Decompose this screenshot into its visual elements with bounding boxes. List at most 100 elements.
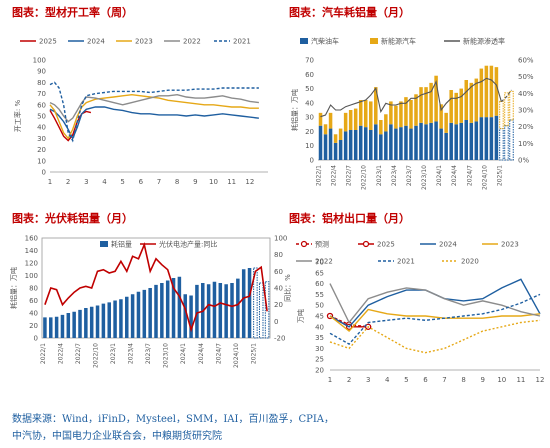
c2-x-tick: 2023/10 <box>421 165 428 190</box>
c3-x-tick: 2023/1 <box>110 343 117 364</box>
c4-y-tick: 35 <box>315 334 324 342</box>
c3-bar-耗铝量 <box>177 276 182 338</box>
c2-bar-新能源汽车 <box>363 100 368 128</box>
c3-y-tick: 160 <box>25 235 38 243</box>
c2-bar-新能源汽车 <box>343 112 348 132</box>
c3-bar-耗铝量 <box>236 278 240 338</box>
chart-title-auto-aluminum: 图表：汽车耗铝量（月） <box>289 6 410 19</box>
c4-y-tick: 40 <box>315 323 324 331</box>
c1-legend-2024-label: 2024 <box>87 38 105 46</box>
c3-x-tick: 2024/10 <box>233 343 240 368</box>
c2-bar-汽柴油车 <box>374 124 378 160</box>
c2-bar-新能源汽车 <box>399 101 403 128</box>
c3-bar-耗铝量 <box>125 296 129 338</box>
c2-y-tick: 70 <box>305 57 314 65</box>
c3-x-tick: 2022/1 <box>40 343 47 364</box>
c3-line-光伏电池产量:同比 <box>44 242 268 333</box>
c2-bar-汽柴油车 <box>328 128 333 160</box>
c1-y-tick: 80 <box>37 79 46 87</box>
c2-bar-新能源汽车 <box>504 92 509 127</box>
c3-x-tick: 2024/4 <box>198 343 205 364</box>
c1-x-tick: 8 <box>175 178 179 186</box>
c2-bar-汽柴油车 <box>454 124 458 160</box>
c4-legend-预测-marker <box>300 240 308 248</box>
c2-bar-汽柴油车 <box>424 124 428 160</box>
c1-y-tick: 0 <box>42 169 46 177</box>
c1-x-tick: 4 <box>102 178 107 186</box>
c2-legend-汽柴油车-swatch <box>300 38 308 44</box>
c4-legend-2024-label: 2024 <box>439 241 457 249</box>
c2-x-tick: 2025/1 <box>496 165 503 186</box>
c4-legend-预测-label: 预测 <box>315 240 329 249</box>
c2-bar-新能源汽车 <box>499 100 504 130</box>
c3-bar-耗铝量 <box>72 311 76 338</box>
c2-y-label: 耗铝量：万吨 <box>290 89 299 131</box>
c2-y2-tick: 0% <box>518 157 529 165</box>
c3-x-tick: 2023/10 <box>163 343 170 368</box>
c2-legend-新能源渗透率-label: 新能源渗透率 <box>463 37 505 46</box>
c2-bar-汽柴油车 <box>318 125 323 160</box>
c2-bar-新能源汽车 <box>374 87 378 125</box>
c2-y-tick: 20 <box>305 128 314 136</box>
c1-legend-2023-label: 2023 <box>135 38 153 46</box>
c2-bar-新能源汽车 <box>384 114 388 132</box>
c3-bar-耗铝量 <box>212 281 217 338</box>
c3-bar-耗铝量 <box>136 291 141 338</box>
c2-y-tick: 0 <box>310 157 314 165</box>
c3-y2-label: 同比：% <box>283 274 292 302</box>
c3-bar-耗铝量 <box>54 316 59 338</box>
c2-bar-新能源汽车 <box>409 100 413 129</box>
c3-bar-耗铝量 <box>130 294 135 338</box>
c4-x-tick: 12 <box>536 376 545 384</box>
c2-bar-汽柴油车 <box>353 130 358 160</box>
c3-bar-耗铝量 <box>142 289 147 338</box>
c1-x-tick: 3 <box>84 178 88 186</box>
c4-x-tick: 4 <box>385 376 390 384</box>
c3-x-tick: 2022/10 <box>93 343 100 368</box>
c4-legend-2025-label: 2025 <box>377 241 395 249</box>
c1-x-tick: 11 <box>227 178 236 186</box>
c4-y-tick: 20 <box>315 367 324 375</box>
c1-y-tick: 50 <box>37 113 46 121</box>
c3-x-tick: 2024/1 <box>180 343 187 364</box>
c4-x-tick: 11 <box>516 376 525 384</box>
c2-y2-tick: 30% <box>518 107 534 115</box>
data-source-line-2: 中汽协，中国电力企业联合会，中粮期货研究院 <box>12 431 222 442</box>
c2-bar-汽柴油车 <box>394 128 398 160</box>
c2-bar-汽柴油车 <box>434 121 438 160</box>
c2-y2-tick: 40% <box>518 90 534 98</box>
c1-y-tick: 20 <box>37 146 46 154</box>
c3-bar-耗铝量 <box>84 308 88 338</box>
c2-bar-汽柴油车 <box>449 122 453 160</box>
c2-bar-新能源汽车 <box>338 128 343 140</box>
c3-bar-耗铝量 <box>253 267 258 339</box>
c2-y2-tick: 20% <box>518 123 534 131</box>
c4-y-tick: 60 <box>315 280 324 288</box>
c1-x-tick: 1 <box>48 178 52 186</box>
c1-y-tick: 70 <box>37 90 46 98</box>
c2-bar-新能源汽车 <box>328 112 333 129</box>
c2-bar-汽柴油车 <box>504 125 509 161</box>
c3-y2-tick: 100 <box>274 235 287 243</box>
c2-x-tick: 2023/1 <box>376 165 383 186</box>
c2-x-tick: 2022/4 <box>331 165 338 186</box>
c1-series-2025 <box>49 110 92 142</box>
c2-bar-汽柴油车 <box>459 122 463 160</box>
c2-bar-新能源汽车 <box>404 97 408 126</box>
c4-y-tick: 55 <box>315 291 324 299</box>
c2-y-tick: 40 <box>305 99 314 107</box>
c1-x-tick: 6 <box>139 178 144 186</box>
c2-line-新能源渗透率-forecast <box>501 89 512 103</box>
c3-x-tick: 2023/4 <box>128 343 135 364</box>
c2-bar-汽柴油车 <box>333 142 338 160</box>
c3-bar-耗铝量 <box>183 294 187 338</box>
c4-x-tick: 7 <box>442 376 446 384</box>
c3-y-tick: 40 <box>29 310 38 318</box>
c2-bar-汽柴油车 <box>369 130 373 160</box>
c1-y-tick: 100 <box>33 57 46 65</box>
c3-bar-耗铝量 <box>95 305 100 338</box>
c3-y2-tick: 40 <box>274 285 283 293</box>
c1-y-tick: 30 <box>37 135 46 143</box>
c2-bar-新能源汽车 <box>333 134 338 143</box>
